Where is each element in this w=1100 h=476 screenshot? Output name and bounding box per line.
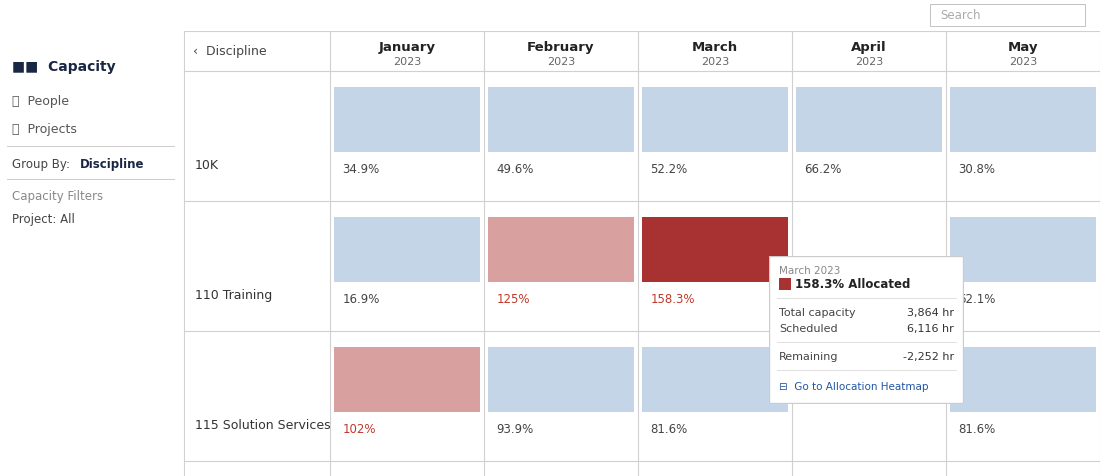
Text: 110 Training: 110 Training [195, 288, 273, 301]
Text: 62.1%: 62.1% [958, 292, 996, 306]
Text: 125%: 125% [496, 292, 530, 306]
Text: 2023: 2023 [547, 57, 575, 67]
Text: Settings ▾: Settings ▾ [855, 10, 913, 22]
Text: Smartsheet: Smartsheet [120, 10, 192, 22]
Text: 93.9%: 93.9% [496, 422, 534, 435]
Bar [950, 217, 1096, 282]
Text: 158.3%: 158.3% [650, 292, 695, 306]
Text: 2023: 2023 [1009, 57, 1037, 67]
Bar [334, 217, 480, 282]
Bar [642, 217, 788, 282]
Text: Total capacity: Total capacity [779, 307, 856, 317]
Text: 49.6%: 49.6% [496, 163, 534, 176]
Text: 16.9%: 16.9% [342, 292, 380, 306]
Text: Nivi Oliver: Nivi Oliver [205, 10, 270, 22]
Bar [779, 278, 791, 290]
Bar [950, 88, 1096, 152]
Text: April: April [851, 40, 887, 54]
Text: February: February [527, 40, 595, 54]
Text: 66.2%: 66.2% [804, 163, 842, 176]
Bar [796, 88, 942, 152]
Bar [642, 88, 788, 152]
Text: ⊟: ⊟ [14, 9, 23, 23]
Text: 🗂  Projects: 🗂 Projects [12, 123, 77, 136]
Bar [488, 88, 634, 152]
Text: 102%: 102% [342, 422, 376, 435]
Text: Help ▾: Help ▾ [790, 10, 826, 22]
Text: May: May [1008, 40, 1038, 54]
Text: 158.3% Allocated: 158.3% Allocated [795, 278, 911, 290]
Text: March: March [692, 40, 738, 54]
Text: 10K: 10K [195, 159, 219, 172]
Text: -2,252 hr: -2,252 hr [903, 351, 954, 361]
Bar [642, 347, 788, 412]
Text: 81.6%: 81.6% [650, 422, 688, 435]
Text: 30.8%: 30.8% [958, 163, 996, 176]
Text: 81.6%: 81.6% [958, 422, 996, 435]
Text: ⊟  Go to Allocation Heatmap: ⊟ Go to Allocation Heatmap [779, 381, 928, 391]
Bar [930, 5, 1085, 27]
Text: 52.2%: 52.2% [650, 163, 688, 176]
Text: Project: All: Project: All [12, 213, 75, 226]
Text: March 2023: March 2023 [779, 265, 840, 275]
Text: 2023: 2023 [855, 57, 883, 67]
Text: January: January [378, 40, 436, 54]
Bar [334, 347, 480, 412]
Text: Scheduled: Scheduled [779, 323, 837, 333]
Text: ‹  Discipline: ‹ Discipline [192, 45, 266, 59]
Bar [488, 217, 634, 282]
Text: Group By:: Group By: [12, 158, 74, 171]
Bar [950, 347, 1096, 412]
Bar [488, 347, 634, 412]
Text: Discipline: Discipline [80, 158, 144, 171]
Text: Capacity Filters: Capacity Filters [12, 190, 103, 203]
Text: Search: Search [940, 10, 980, 22]
FancyBboxPatch shape [769, 257, 964, 403]
Text: 115 Solution Services: 115 Solution Services [195, 418, 331, 431]
Text: 👤  People: 👤 People [12, 95, 69, 108]
Text: 34.9%: 34.9% [342, 163, 380, 176]
Text: 3,864 hr: 3,864 hr [906, 307, 954, 317]
Text: 6,116 hr: 6,116 hr [908, 323, 954, 333]
Bar [334, 88, 480, 152]
Text: 2023: 2023 [393, 57, 421, 67]
Text: 2023: 2023 [701, 57, 729, 67]
Text: ■■  Capacity: ■■ Capacity [12, 60, 116, 74]
Text: Analytics: Analytics [415, 10, 472, 22]
Text: Schedule: Schedule [340, 10, 404, 22]
Text: Remaining: Remaining [779, 351, 838, 361]
Text: Projects: Projects [275, 10, 324, 22]
